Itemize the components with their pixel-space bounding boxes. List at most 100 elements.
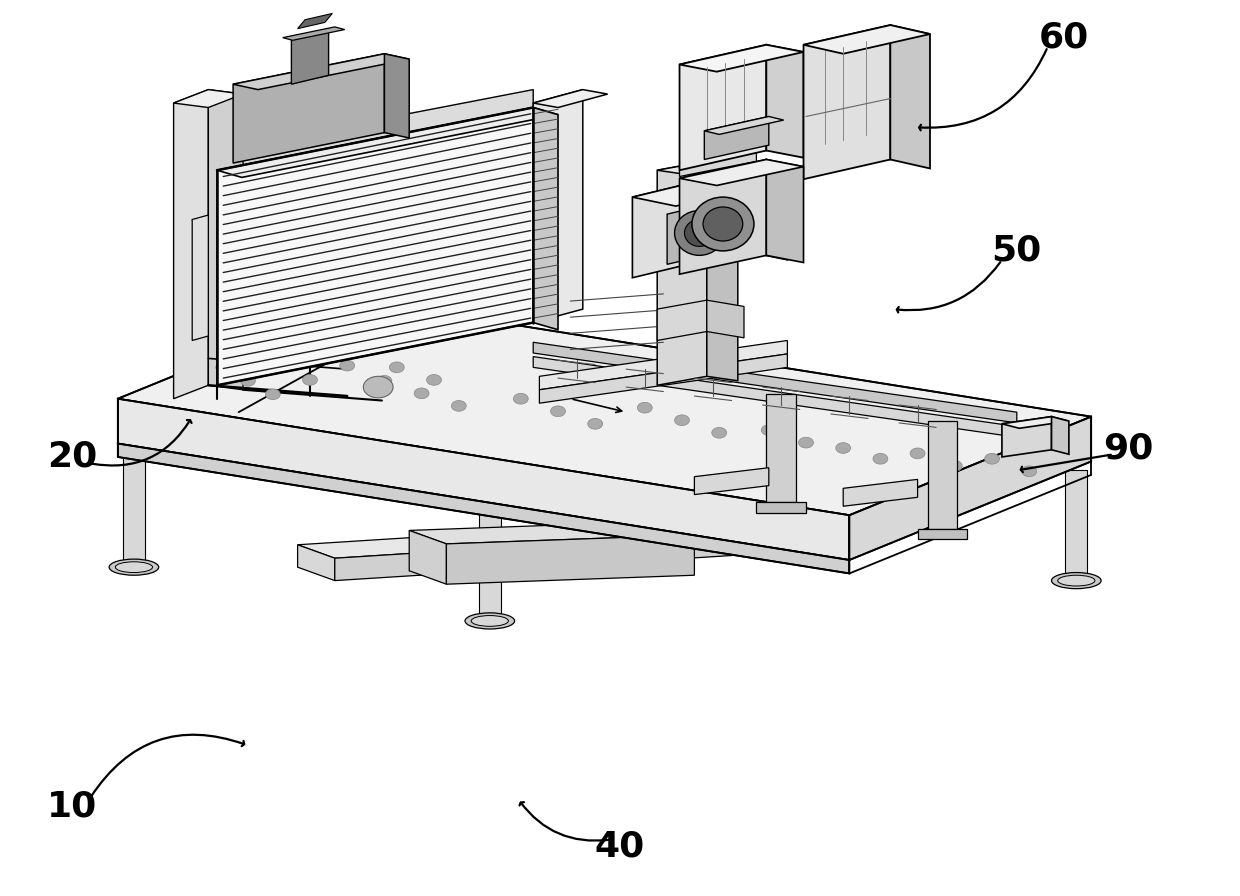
Text: 10: 10 <box>47 789 97 823</box>
Circle shape <box>253 348 268 358</box>
Polygon shape <box>680 151 756 177</box>
Polygon shape <box>174 90 208 399</box>
Ellipse shape <box>703 207 743 241</box>
Polygon shape <box>283 27 345 40</box>
Circle shape <box>799 437 813 448</box>
Ellipse shape <box>471 616 508 626</box>
Circle shape <box>1022 466 1037 477</box>
Polygon shape <box>657 161 707 385</box>
Polygon shape <box>479 511 501 614</box>
Polygon shape <box>539 340 787 390</box>
Circle shape <box>451 401 466 411</box>
Text: 40: 40 <box>595 830 645 864</box>
Polygon shape <box>744 170 787 260</box>
Polygon shape <box>298 520 732 558</box>
Polygon shape <box>118 444 849 573</box>
Polygon shape <box>1002 417 1069 428</box>
Ellipse shape <box>675 211 724 255</box>
Polygon shape <box>335 533 732 581</box>
Ellipse shape <box>1058 575 1095 586</box>
Text: 50: 50 <box>992 234 1042 268</box>
Polygon shape <box>890 25 930 168</box>
Polygon shape <box>756 502 806 513</box>
Polygon shape <box>533 90 583 323</box>
Polygon shape <box>707 161 738 381</box>
Polygon shape <box>657 300 707 340</box>
Circle shape <box>303 375 317 385</box>
Polygon shape <box>680 45 804 72</box>
Circle shape <box>985 453 999 464</box>
Polygon shape <box>766 45 804 158</box>
Polygon shape <box>192 215 208 340</box>
Polygon shape <box>680 159 766 274</box>
Circle shape <box>352 332 367 343</box>
Polygon shape <box>766 394 796 502</box>
Polygon shape <box>208 90 533 385</box>
Polygon shape <box>707 300 744 338</box>
Polygon shape <box>533 357 1017 437</box>
Text: 90: 90 <box>1104 431 1153 465</box>
Polygon shape <box>843 479 918 506</box>
Polygon shape <box>298 545 335 581</box>
Polygon shape <box>409 530 446 584</box>
Text: 20: 20 <box>47 440 97 474</box>
Polygon shape <box>704 116 769 159</box>
Ellipse shape <box>115 562 153 573</box>
Polygon shape <box>208 90 243 390</box>
Polygon shape <box>446 535 694 584</box>
Polygon shape <box>118 300 1091 515</box>
Circle shape <box>377 375 392 386</box>
Ellipse shape <box>692 197 754 251</box>
Polygon shape <box>123 457 145 560</box>
Polygon shape <box>704 116 784 134</box>
Polygon shape <box>233 54 409 90</box>
Polygon shape <box>217 108 558 177</box>
Circle shape <box>637 402 652 413</box>
Circle shape <box>327 319 342 330</box>
Polygon shape <box>384 54 409 138</box>
Ellipse shape <box>1052 573 1101 589</box>
Polygon shape <box>291 29 329 84</box>
Ellipse shape <box>109 559 159 575</box>
Polygon shape <box>657 161 738 175</box>
Circle shape <box>265 389 280 400</box>
Polygon shape <box>849 417 1091 560</box>
Polygon shape <box>632 170 787 206</box>
Polygon shape <box>680 45 766 170</box>
Polygon shape <box>533 108 558 330</box>
Polygon shape <box>174 90 243 108</box>
Polygon shape <box>539 354 787 403</box>
Polygon shape <box>918 529 967 539</box>
Polygon shape <box>667 199 732 264</box>
Polygon shape <box>632 170 744 278</box>
Circle shape <box>290 333 305 344</box>
Ellipse shape <box>465 613 515 629</box>
Circle shape <box>216 362 231 373</box>
Polygon shape <box>533 90 608 108</box>
Circle shape <box>278 361 293 372</box>
Text: 60: 60 <box>1039 21 1089 55</box>
Circle shape <box>551 406 565 417</box>
Circle shape <box>836 443 851 453</box>
Circle shape <box>241 375 255 386</box>
Circle shape <box>427 375 441 385</box>
Polygon shape <box>533 342 1017 423</box>
Circle shape <box>947 461 962 471</box>
Circle shape <box>389 362 404 373</box>
Circle shape <box>712 427 727 438</box>
Polygon shape <box>1065 470 1087 573</box>
Polygon shape <box>928 421 957 529</box>
Circle shape <box>363 376 393 398</box>
Polygon shape <box>233 54 384 163</box>
Polygon shape <box>118 399 849 560</box>
Polygon shape <box>409 521 694 544</box>
Polygon shape <box>804 25 930 54</box>
Circle shape <box>873 453 888 464</box>
Circle shape <box>761 425 776 435</box>
Ellipse shape <box>684 220 714 246</box>
Polygon shape <box>298 13 332 29</box>
Circle shape <box>588 418 603 429</box>
Circle shape <box>910 448 925 459</box>
Circle shape <box>513 393 528 404</box>
Circle shape <box>414 388 429 399</box>
